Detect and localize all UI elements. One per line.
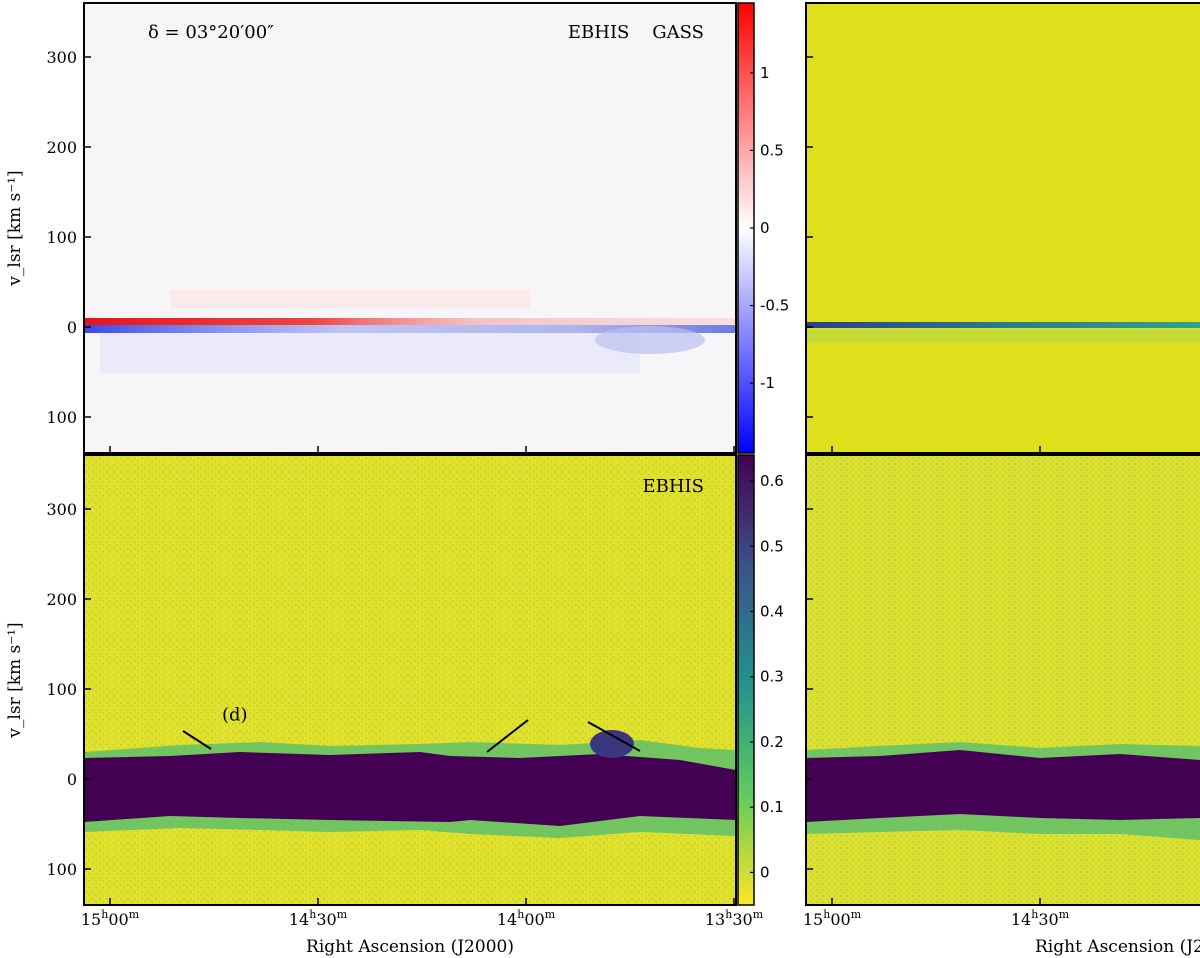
bl-ytick-label-4: 100 — [46, 860, 77, 879]
panel-top-right — [805, 2, 1200, 454]
br-xtick-label-0: 15h00m — [803, 908, 862, 929]
negative-blob — [595, 326, 705, 354]
cb1-tick-label-1: 0.5 — [760, 141, 784, 159]
cb1-tick-label-4: -1 — [760, 374, 775, 392]
x-axis-title-left: Right Ascension (J2000) — [306, 937, 514, 957]
emission-core — [84, 752, 736, 826]
tl-ytick-label-1: 200 — [46, 138, 77, 157]
survey-annotation-bottom: EBHIS — [642, 476, 704, 497]
pointer-line-2 — [486, 719, 529, 753]
cb2-tick-label-5: 0.1 — [760, 798, 784, 816]
cb2-tick-label-3: 0.3 — [760, 668, 784, 686]
panel-top-left: 300 200 100 0 100 δ = 03°20′00″ EBHIS GASS v… — [5, 2, 737, 454]
panel-bottom-left: 300 200 100 0 100 15h00m 14h30m 14h00m 13h30m (… — [5, 454, 996, 957]
panel-bottom-right-features — [806, 742, 1200, 840]
emission-band-negative — [84, 325, 736, 333]
panel-top-right-frame — [805, 2, 1200, 454]
panel-bottom-right-y-ticks — [806, 508, 813, 870]
emission-band — [806, 322, 1200, 328]
cb2-tick-label-0: 0.6 — [760, 472, 784, 490]
panel-top-left-x-ticks — [109, 446, 735, 453]
tl-ytick-label-2: 100 — [46, 228, 77, 247]
feature-label-0: (d) — [222, 705, 248, 726]
panel-top-right-background — [806, 3, 1200, 453]
bl-ytick-label-0: 300 — [46, 500, 77, 519]
colorbar-top: 1 0.5 0 -0.5 -1 — [737, 2, 789, 454]
bl-ytick-label-3: 0 — [67, 770, 77, 789]
panel-bottom-right-x-ticks: 15h00m 14h30m — [803, 898, 1070, 929]
panel-top-left-background — [84, 3, 736, 453]
panel-top-right-x-ticks — [831, 446, 1041, 453]
cb2-tick-label-1: 0.5 — [760, 537, 784, 555]
pointer-line-3 — [587, 721, 641, 752]
panel-bottom-left-frame — [83, 454, 737, 906]
pointer-line-1 — [182, 730, 212, 750]
br-xtick-label-1: 14h30m — [1011, 908, 1070, 929]
cb2-tick-label-6: 0 — [760, 863, 770, 881]
emission-core — [806, 750, 1200, 822]
bl-ytick-label-1: 200 — [46, 590, 77, 609]
colorbar-bottom: 0.6 0.5 0.4 0.3 0.2 0.1 0 — [737, 454, 784, 906]
colorbar-bottom-ticks: 0.6 0.5 0.4 0.3 0.2 0.1 0 — [750, 472, 784, 881]
bl-xtick-label-3: 13h30m — [705, 908, 764, 929]
colorbar-top-ticks: 1 0.5 0 -0.5 -1 — [750, 64, 789, 392]
panel-top-left-y-ticks: 300 200 100 0 100 — [46, 48, 91, 427]
tl-ytick-label-3: 0 — [67, 318, 77, 337]
cb1-tick-label-3: -0.5 — [760, 297, 789, 315]
panel-bottom-left-y-ticks: 300 200 100 0 100 — [46, 500, 91, 879]
positive-halo — [170, 290, 530, 308]
bl-ytick-label-2: 100 — [46, 680, 77, 699]
cb1-tick-label-0: 1 — [760, 64, 770, 82]
colorbar-bottom-frame — [737, 454, 755, 906]
panel-bottom-left-x-ticks: 15h00m 14h30m 14h00m 13h30m — [81, 898, 764, 929]
panel-bottom-right: 15h00m 14h30m Right Ascension (J20 — [803, 454, 1200, 957]
panel-top-left-frame — [83, 2, 737, 454]
panel-top-right-features — [806, 322, 1200, 343]
cb2-tick-label-2: 0.4 — [760, 603, 784, 621]
panel-top-left-features — [84, 290, 736, 373]
colorbar-bottom-gradient — [738, 455, 754, 905]
y-axis-title-top: v_lsr [km s⁻¹] — [5, 170, 25, 286]
panel-bottom-left-features — [84, 730, 736, 838]
declination-annotation: δ = 03°20′00″ — [148, 22, 274, 43]
cb2-tick-label-4: 0.2 — [760, 733, 784, 751]
y-axis-title-bottom: v_lsr [km s⁻¹] — [5, 622, 25, 738]
emission-cloud — [590, 730, 634, 758]
negative-halo — [100, 333, 640, 373]
bl-xtick-label-2: 14h00m — [497, 908, 556, 929]
colorbar-top-gradient — [738, 3, 754, 453]
survey-annotation-top: EBHIS GASS — [568, 22, 704, 43]
bl-xtick-label-0: 15h00m — [81, 908, 140, 929]
panel-top-right-y-ticks — [806, 56, 813, 418]
cb1-tick-label-2: 0 — [760, 219, 770, 237]
tl-ytick-label-4: 100 — [46, 408, 77, 427]
tl-ytick-label-0: 300 — [46, 48, 77, 67]
bl-xtick-label-1: 14h30m — [289, 908, 348, 929]
panel-bottom-right-background — [806, 455, 1200, 905]
panel-bottom-right-frame — [805, 454, 1200, 906]
panel-bottom-left-background — [84, 455, 736, 905]
x-axis-title-right: Right Ascension (J20 — [1035, 937, 1200, 957]
emission-band-positive — [84, 318, 736, 325]
